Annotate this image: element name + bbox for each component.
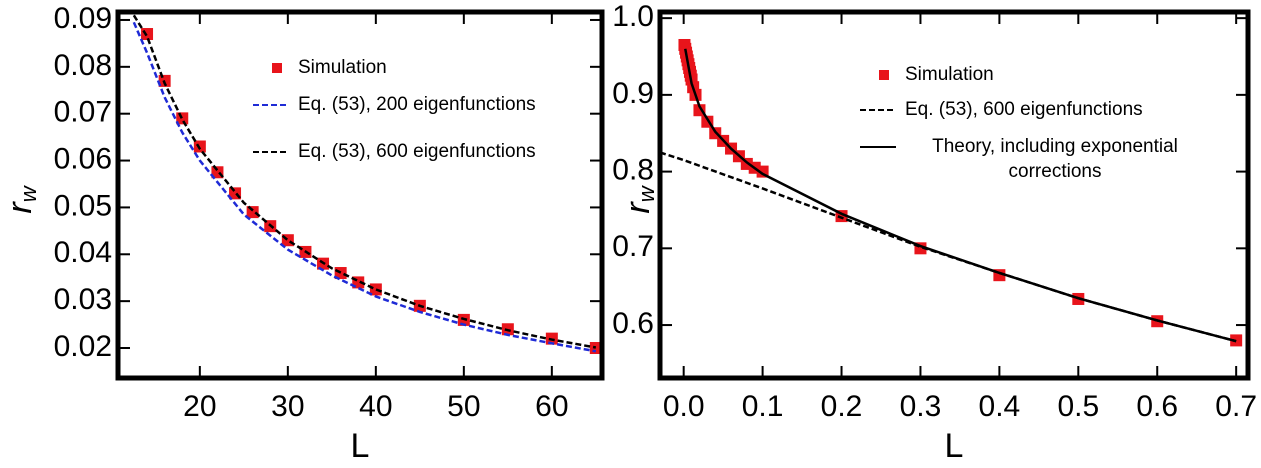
y-tick-label: 0.05 <box>54 189 112 222</box>
y-axis-label-sub: w <box>634 184 659 202</box>
x-tick-label: 0.1 <box>742 390 784 423</box>
y-tick-label: 0.6 <box>612 307 654 340</box>
y-tick-label: 0.03 <box>54 283 112 316</box>
legend-box: Theory, including exponential correction… <box>932 136 1178 182</box>
x-tick-label: 0.5 <box>1057 390 1099 423</box>
data-line <box>132 21 597 353</box>
x-axis-label: L <box>351 427 370 465</box>
y-tick-label: 0.04 <box>54 236 112 269</box>
legend-marker <box>272 63 282 73</box>
x-tick-label: 40 <box>359 390 392 423</box>
x-tick-label: 0.2 <box>821 390 863 423</box>
x-tick-label: 0.7 <box>1215 390 1257 423</box>
y-tick-label: 0.02 <box>54 330 112 363</box>
data-line <box>132 14 597 349</box>
x-tick-label: 0.4 <box>979 390 1021 423</box>
x-tick-label: 20 <box>183 390 216 423</box>
legend-label: Theory, including exponential correction… <box>932 136 1178 182</box>
legend-marker <box>879 70 889 80</box>
y-axis-label: rw <box>619 184 659 213</box>
legend-label: Simulation <box>298 57 387 78</box>
y-tick-label: 0.07 <box>54 96 112 129</box>
x-tick-label: 30 <box>271 390 304 423</box>
legend-label: Eq. (53), 600 eigenfunctions <box>905 99 1143 120</box>
plot-area <box>660 38 1243 347</box>
y-axis-label-main: r <box>619 201 657 214</box>
plot-area <box>132 14 602 355</box>
y-axis-label-main: r <box>1 201 39 214</box>
legend-label: Eq. (53), 200 eigenfunctions <box>298 94 536 115</box>
x-tick-label: 0.3 <box>900 390 942 423</box>
y-tick-label: 0.9 <box>612 77 654 110</box>
y-tick-label: 0.08 <box>54 49 112 82</box>
y-tick-label: 1.0 <box>612 0 654 33</box>
y-tick-label: 0.7 <box>612 230 654 263</box>
x-tick-label: 50 <box>447 390 480 423</box>
legend-label: Eq. (53), 600 eigenfunctions <box>298 141 536 162</box>
y-axis-label: rw <box>1 184 41 213</box>
x-tick-label: 60 <box>535 390 568 423</box>
plot-frame <box>115 9 605 381</box>
x-tick-label: 0.0 <box>663 390 705 423</box>
data-line <box>684 48 1237 343</box>
x-tick-label: 0.6 <box>1136 390 1178 423</box>
y-tick-label: 0.06 <box>54 142 112 175</box>
y-axis-label-sub: w <box>16 184 41 202</box>
plot-frame <box>657 9 1251 381</box>
legend-label: Simulation <box>905 64 994 85</box>
y-tick-label: 0.8 <box>612 154 654 187</box>
data-point <box>369 283 382 296</box>
x-axis-label: L <box>945 427 964 465</box>
y-tick-label: 0.09 <box>54 2 112 35</box>
